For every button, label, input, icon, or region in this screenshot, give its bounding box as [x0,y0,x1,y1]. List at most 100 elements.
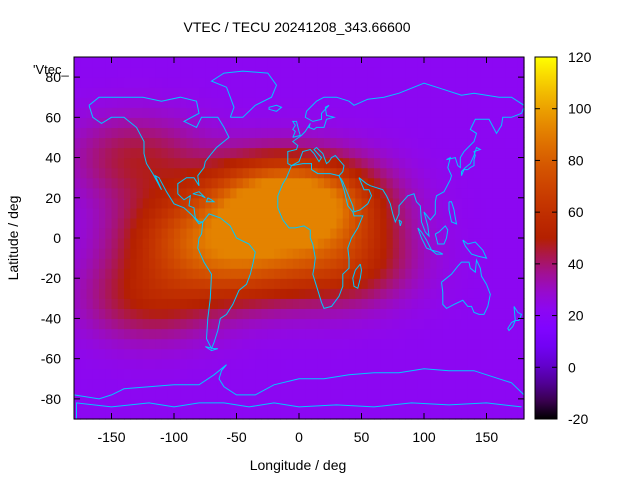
heatmap-cell [311,107,319,118]
heatmap-cell [455,117,463,128]
heatmap-cell [236,398,244,410]
heatmap-cell [292,338,300,350]
heatmap-cell [480,348,488,360]
heatmap-cell [217,408,225,420]
heatmap-cell [130,197,138,209]
heatmap-cell [436,137,444,149]
heatmap-cell [411,318,419,330]
heatmap-cell [455,278,463,289]
coastline [192,191,206,199]
heatmap-cell [261,77,269,88]
heatmap-cell [249,57,256,68]
heatmap-cell [80,348,88,360]
heatmap-cell [105,87,113,98]
heatmap-cell [130,388,138,400]
heatmap-cell [86,87,94,98]
heatmap-cell [342,328,350,340]
heatmap-cell [405,127,413,139]
heatmap-cell [461,248,469,259]
heatmap-cell [267,288,275,299]
heatmap-cell [230,288,238,299]
heatmap-cell [174,268,181,279]
heatmap-cell [80,177,88,189]
heatmap-cell [286,217,294,229]
heatmap-cell [280,258,288,269]
heatmap-cell [392,137,400,149]
heatmap-cell [386,177,394,189]
heatmap-cell [399,67,406,78]
heatmap-cell [230,388,238,400]
heatmap-cell [436,258,444,269]
heatmap-cell [86,107,94,118]
heatmap-cell [205,358,213,370]
heatmap-cell [480,177,488,189]
heatmap-cell [167,197,175,209]
heatmap-cell [199,278,206,289]
heatmap-cell [336,87,344,98]
heatmap-cell [442,167,450,179]
heatmap-cell [174,238,181,249]
heatmap-cell [199,77,206,88]
heatmap-cell [461,207,469,219]
heatmap-cell [330,187,338,199]
heatmap-cell [299,338,306,350]
heatmap-cell [355,308,363,320]
heatmap-cell [136,77,144,88]
heatmap-cell [274,358,281,370]
heatmap-cell [180,227,188,239]
heatmap-cell [336,248,344,259]
heatmap-cell [355,127,363,139]
heatmap-cell [280,278,288,289]
heatmap-cell [286,67,294,78]
heatmap-cell [455,207,463,219]
heatmap-cell [517,278,525,289]
heatmap-cell [511,368,519,380]
heatmap-cell [367,358,375,370]
heatmap-cell [86,57,94,68]
heatmap-cell [305,137,313,149]
heatmap-cell [217,328,225,340]
heatmap-cell [124,298,131,309]
heatmap-cell [155,207,163,219]
heatmap-cell [474,167,481,179]
heatmap-cell [342,187,350,199]
heatmap-cell [192,57,200,68]
heatmap-cell [430,107,438,118]
heatmap-cell [336,388,344,400]
heatmap-cell [449,338,456,350]
heatmap-cell [117,217,125,229]
heatmap-cell [455,217,463,229]
heatmap-cell [117,157,125,169]
heatmap-cell [280,167,288,179]
heatmap-cell [80,67,88,78]
heatmap-cell [86,288,94,299]
heatmap-cell [124,207,131,219]
heatmap-cell [99,268,106,279]
heatmap-cell [299,298,306,309]
heatmap-cell [105,227,113,239]
heatmap-cell [105,157,113,169]
heatmap-cell [305,117,313,128]
heatmap-cell [136,177,144,189]
heatmap-cell [480,57,488,68]
heatmap-cell [305,258,313,269]
heatmap-cell [461,278,469,289]
heatmap-cell [411,97,419,108]
heatmap-cell [499,388,506,400]
heatmap-cell [474,87,481,98]
heatmap-cell [336,378,344,390]
heatmap-cell [205,177,213,189]
heatmap-cell [167,388,175,400]
heatmap-cell [430,227,438,239]
heatmap-cell [230,258,238,269]
heatmap-cell [299,97,306,108]
heatmap-cell [174,328,181,340]
heatmap-cell [461,127,469,139]
heatmap-cell [205,348,213,360]
heatmap-cell [211,338,219,350]
heatmap-cell [105,147,113,159]
heatmap-cell [255,328,263,340]
heatmap-cell [242,147,250,159]
heatmap-cell [205,87,213,98]
heatmap-cell [217,348,225,360]
